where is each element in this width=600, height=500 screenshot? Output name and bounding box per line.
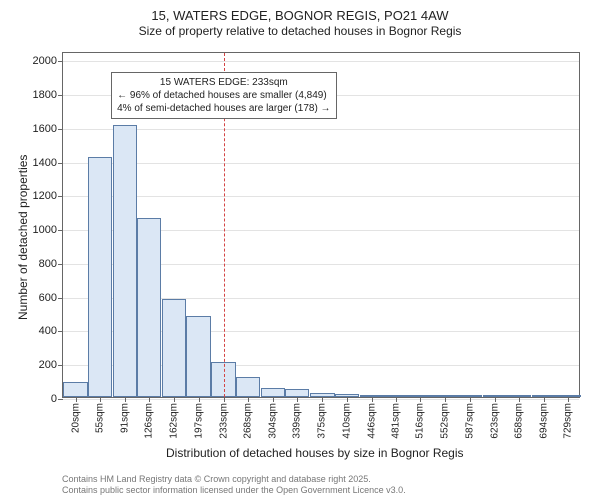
- ytick-mark: [58, 163, 63, 164]
- histogram-bar: [285, 389, 309, 397]
- xtick-mark: [199, 397, 200, 402]
- ytick-mark: [58, 298, 63, 299]
- xtick-mark: [420, 397, 421, 402]
- xtick-label: 20sqm: [70, 403, 81, 433]
- ytick-label: 1600: [33, 123, 57, 135]
- histogram-bar: [63, 382, 87, 397]
- ytick-label: 1200: [33, 190, 57, 202]
- xtick-label: 197sqm: [193, 403, 204, 439]
- xtick-label: 694sqm: [539, 403, 550, 439]
- ytick-label: 1000: [33, 224, 57, 236]
- xtick-mark: [174, 397, 175, 402]
- ytick-mark: [58, 365, 63, 366]
- chart-title-line1: 15, WATERS EDGE, BOGNOR REGIS, PO21 4AW: [0, 8, 600, 24]
- xtick-mark: [396, 397, 397, 402]
- xtick-mark: [372, 397, 373, 402]
- xtick-mark: [273, 397, 274, 402]
- ytick-mark: [58, 196, 63, 197]
- xtick-mark: [322, 397, 323, 402]
- xtick-mark: [568, 397, 569, 402]
- xtick-label: 126sqm: [144, 403, 155, 439]
- xtick-label: 339sqm: [292, 403, 303, 439]
- histogram-bar: [113, 125, 137, 397]
- gridline: [63, 163, 579, 164]
- xtick-label: 268sqm: [242, 403, 253, 439]
- ytick-label: 1400: [33, 157, 57, 169]
- ytick-label: 800: [39, 258, 57, 270]
- gridline: [63, 129, 579, 130]
- xtick-label: 481sqm: [391, 403, 402, 439]
- ytick-label: 0: [51, 393, 57, 405]
- ytick-mark: [58, 230, 63, 231]
- xtick-mark: [519, 397, 520, 402]
- xtick-mark: [445, 397, 446, 402]
- ytick-label: 1800: [33, 89, 57, 101]
- y-axis-label: Number of detached properties: [16, 155, 30, 320]
- annotation-box: 15 WATERS EDGE: 233sqm← 96% of detached …: [111, 72, 336, 119]
- xtick-label: 658sqm: [514, 403, 525, 439]
- xtick-label: 162sqm: [169, 403, 180, 439]
- xtick-label: 729sqm: [563, 403, 574, 439]
- histogram-bar: [236, 377, 260, 397]
- xtick-mark: [347, 397, 348, 402]
- xtick-mark: [470, 397, 471, 402]
- chart-container: 15, WATERS EDGE, BOGNOR REGIS, PO21 4AW …: [0, 8, 600, 468]
- annotation-line: ← 96% of detached houses are smaller (4,…: [117, 89, 330, 102]
- ytick-mark: [58, 95, 63, 96]
- xtick-mark: [297, 397, 298, 402]
- ytick-mark: [58, 264, 63, 265]
- annotation-line: 4% of semi-detached houses are larger (1…: [117, 102, 330, 115]
- xtick-mark: [149, 397, 150, 402]
- xtick-mark: [100, 397, 101, 402]
- xtick-mark: [544, 397, 545, 402]
- xtick-label: 552sqm: [440, 403, 451, 439]
- ytick-mark: [58, 61, 63, 62]
- xtick-label: 623sqm: [489, 403, 500, 439]
- xtick-label: 516sqm: [415, 403, 426, 439]
- histogram-bar: [88, 157, 112, 397]
- xtick-label: 55sqm: [94, 403, 105, 433]
- ytick-label: 200: [39, 359, 57, 371]
- gridline: [63, 61, 579, 62]
- xtick-mark: [125, 397, 126, 402]
- xtick-label: 410sqm: [341, 403, 352, 439]
- chart-title-line2: Size of property relative to detached ho…: [0, 24, 600, 38]
- ytick-label: 2000: [33, 55, 57, 67]
- xtick-label: 304sqm: [267, 403, 278, 439]
- plot-area: 020040060080010001200140016001800200020s…: [62, 52, 580, 398]
- ytick-mark: [58, 399, 63, 400]
- xtick-mark: [248, 397, 249, 402]
- gridline: [63, 399, 579, 400]
- annotation-line: 15 WATERS EDGE: 233sqm: [117, 76, 330, 89]
- x-axis-label: Distribution of detached houses by size …: [166, 446, 464, 460]
- gridline: [63, 196, 579, 197]
- histogram-bar: [137, 218, 161, 397]
- ytick-mark: [58, 331, 63, 332]
- footer-line-2: Contains public sector information licen…: [62, 485, 406, 496]
- ytick-mark: [58, 129, 63, 130]
- attribution-footer: Contains HM Land Registry data © Crown c…: [62, 474, 406, 497]
- histogram-bar: [162, 299, 186, 397]
- xtick-label: 91sqm: [119, 403, 130, 433]
- histogram-bar: [186, 316, 210, 397]
- xtick-mark: [76, 397, 77, 402]
- xtick-label: 587sqm: [464, 403, 475, 439]
- xtick-label: 375sqm: [317, 403, 328, 439]
- ytick-label: 600: [39, 292, 57, 304]
- histogram-bar: [261, 388, 285, 397]
- xtick-label: 233sqm: [218, 403, 229, 439]
- footer-line-1: Contains HM Land Registry data © Crown c…: [62, 474, 406, 485]
- xtick-mark: [495, 397, 496, 402]
- ytick-label: 400: [39, 325, 57, 337]
- xtick-mark: [224, 397, 225, 402]
- xtick-label: 446sqm: [366, 403, 377, 439]
